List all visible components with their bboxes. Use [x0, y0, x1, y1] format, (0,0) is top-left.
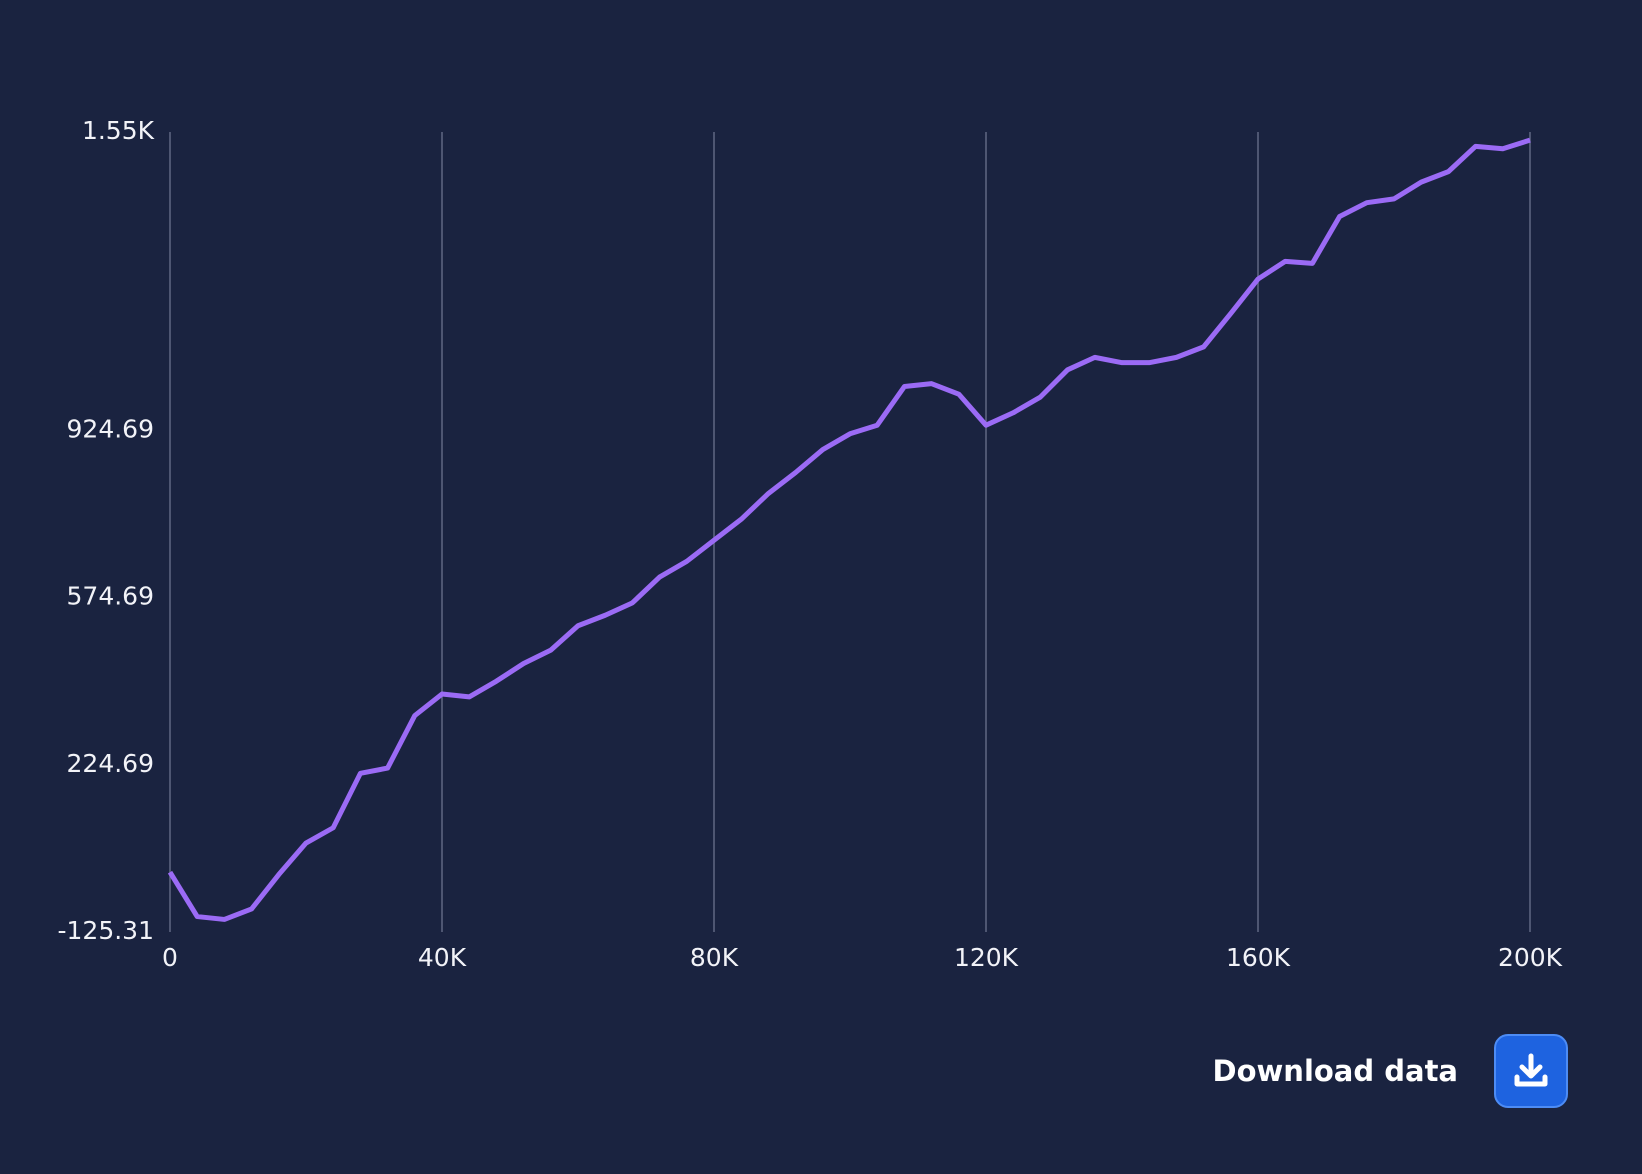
y-tick-label: 924.69	[67, 415, 154, 444]
data-line	[167, 137, 1531, 922]
x-tick-label: 80K	[690, 943, 739, 972]
x-tick-label: 40K	[418, 943, 467, 972]
y-tick-label: 574.69	[67, 582, 154, 611]
y-tick-label: 224.69	[67, 749, 154, 778]
y-tick-label: -125.31	[58, 916, 155, 945]
y-tick-label: 1.55K	[82, 116, 155, 145]
x-tick-label: 160K	[1226, 943, 1291, 972]
download-label: Download data	[1212, 1054, 1458, 1088]
chart: -125.31 224.69 574.69 924.69 1.55K 0 40K 80K 120…	[58, 116, 1563, 972]
x-tick-label: 120K	[954, 943, 1019, 972]
x-tick-label: 0	[162, 943, 178, 972]
download-icon	[1514, 1053, 1548, 1087]
download-area: Download data	[1150, 1034, 1568, 1108]
x-tick-label: 200K	[1498, 943, 1563, 972]
download-button[interactable]	[1494, 1034, 1568, 1108]
